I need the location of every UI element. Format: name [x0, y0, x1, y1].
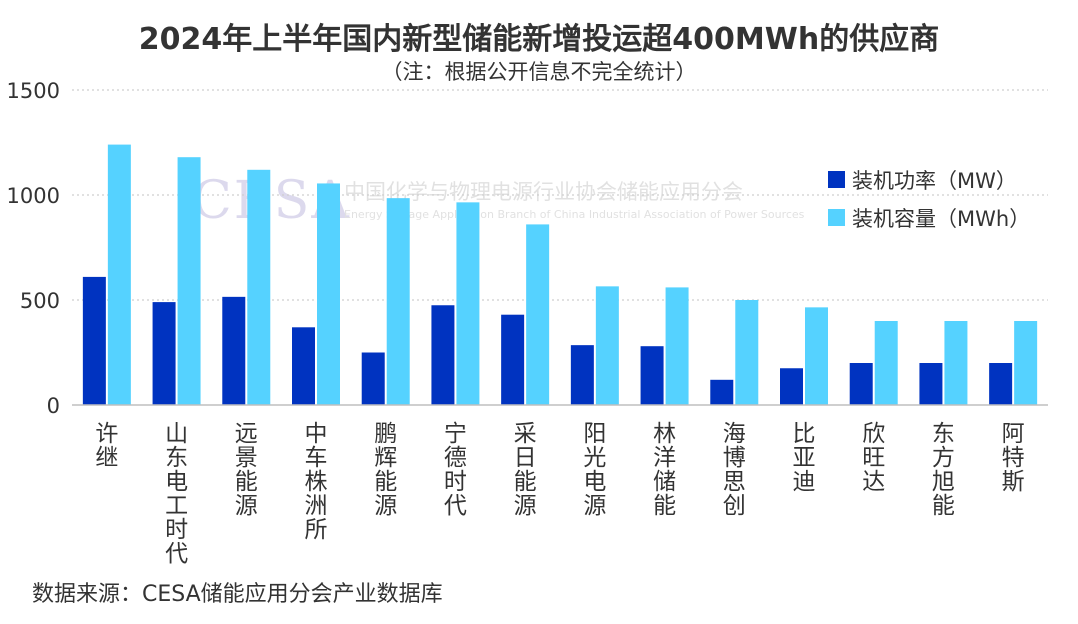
chart-title: 2024年上半年国内新型储能新增投运超400MWh的供应商: [138, 22, 940, 57]
bar-capacity: [805, 307, 828, 405]
x-tick-label: 海博思创: [723, 421, 746, 519]
bar-capacity: [665, 287, 689, 405]
bar-power: [570, 345, 594, 405]
y-tick-label: 1000: [7, 184, 60, 208]
bar-power: [989, 363, 1013, 405]
x-tick-label: 许继: [95, 421, 118, 471]
legend-swatch: [828, 171, 845, 188]
cesa-watermark: CESA 中国化学与物理电源行业协会储能应用分会 Energy Storage …: [192, 171, 805, 231]
bar-power: [919, 363, 943, 405]
y-tick-label: 0: [47, 394, 60, 418]
bar-capacity: [317, 183, 340, 405]
legend-swatch: [828, 209, 845, 226]
legend-label: 装机功率（MW）: [852, 169, 1017, 193]
x-axis: 许继 山东电工时代 远景能源 中车株洲所 鹏辉能源 宁德时代 采日能源 阳光电源 林洋储能 海博思…: [72, 404, 1048, 567]
x-tick-label: 鹏辉能源: [374, 421, 397, 519]
x-tick-label: 阿特斯: [1002, 421, 1025, 495]
watermark-en-text: Energy Storage Application Branch of Chi…: [344, 208, 805, 221]
bar-capacity: [1014, 321, 1038, 405]
bar-capacity: [456, 202, 480, 405]
bar-capacity: [735, 300, 759, 405]
x-tick-label: 采日能源: [514, 421, 537, 519]
bar-capacity: [874, 321, 898, 405]
y-axis: 0 500 1000 1500: [7, 79, 60, 418]
bar-power: [292, 327, 315, 405]
x-tick-label: 林洋储能: [653, 421, 676, 519]
bar-power: [82, 276, 106, 405]
bar-capacity: [177, 157, 201, 405]
x-tick-label: 比亚迪: [793, 421, 816, 495]
x-tick-label: 阳光电源: [583, 421, 606, 519]
x-tick-label: 欣旺达: [862, 421, 885, 495]
bar-power: [431, 305, 455, 405]
bar-power: [640, 346, 664, 405]
bar-power: [710, 379, 734, 405]
chart-subtitle: （注：根据公开信息不完全统计）: [381, 60, 697, 84]
bars: [82, 144, 1038, 405]
bar-power: [501, 314, 525, 405]
bar-capacity: [247, 169, 271, 405]
bar-capacity: [595, 286, 619, 405]
legend-label: 装机容量（MWh）: [852, 207, 1030, 231]
bar-power: [361, 352, 385, 405]
bar-capacity: [526, 224, 550, 405]
x-tick-label: 中车株洲所: [305, 421, 328, 543]
watermark-cn-text: 中国化学与物理电源行业协会储能应用分会: [344, 180, 743, 204]
y-tick-label: 500: [20, 289, 60, 313]
x-tick-label: 东方旭能: [932, 421, 955, 519]
source-note: 数据来源：CESA储能应用分会产业数据库: [32, 582, 443, 607]
x-tick-label: 远景能源: [235, 421, 258, 519]
bar-power: [222, 296, 246, 405]
x-tick-label: 宁德时代: [444, 421, 467, 519]
x-tick-label: 山东电工时代: [165, 421, 188, 567]
legend: 装机功率（MW） 装机容量（MWh）: [828, 169, 1030, 231]
y-tick-label: 1500: [7, 79, 60, 103]
bar-power: [849, 363, 873, 405]
bar-power: [152, 302, 176, 405]
bar-power: [780, 368, 803, 405]
bar-capacity: [107, 144, 131, 405]
bar-capacity: [386, 198, 410, 405]
bar-capacity: [944, 321, 968, 405]
